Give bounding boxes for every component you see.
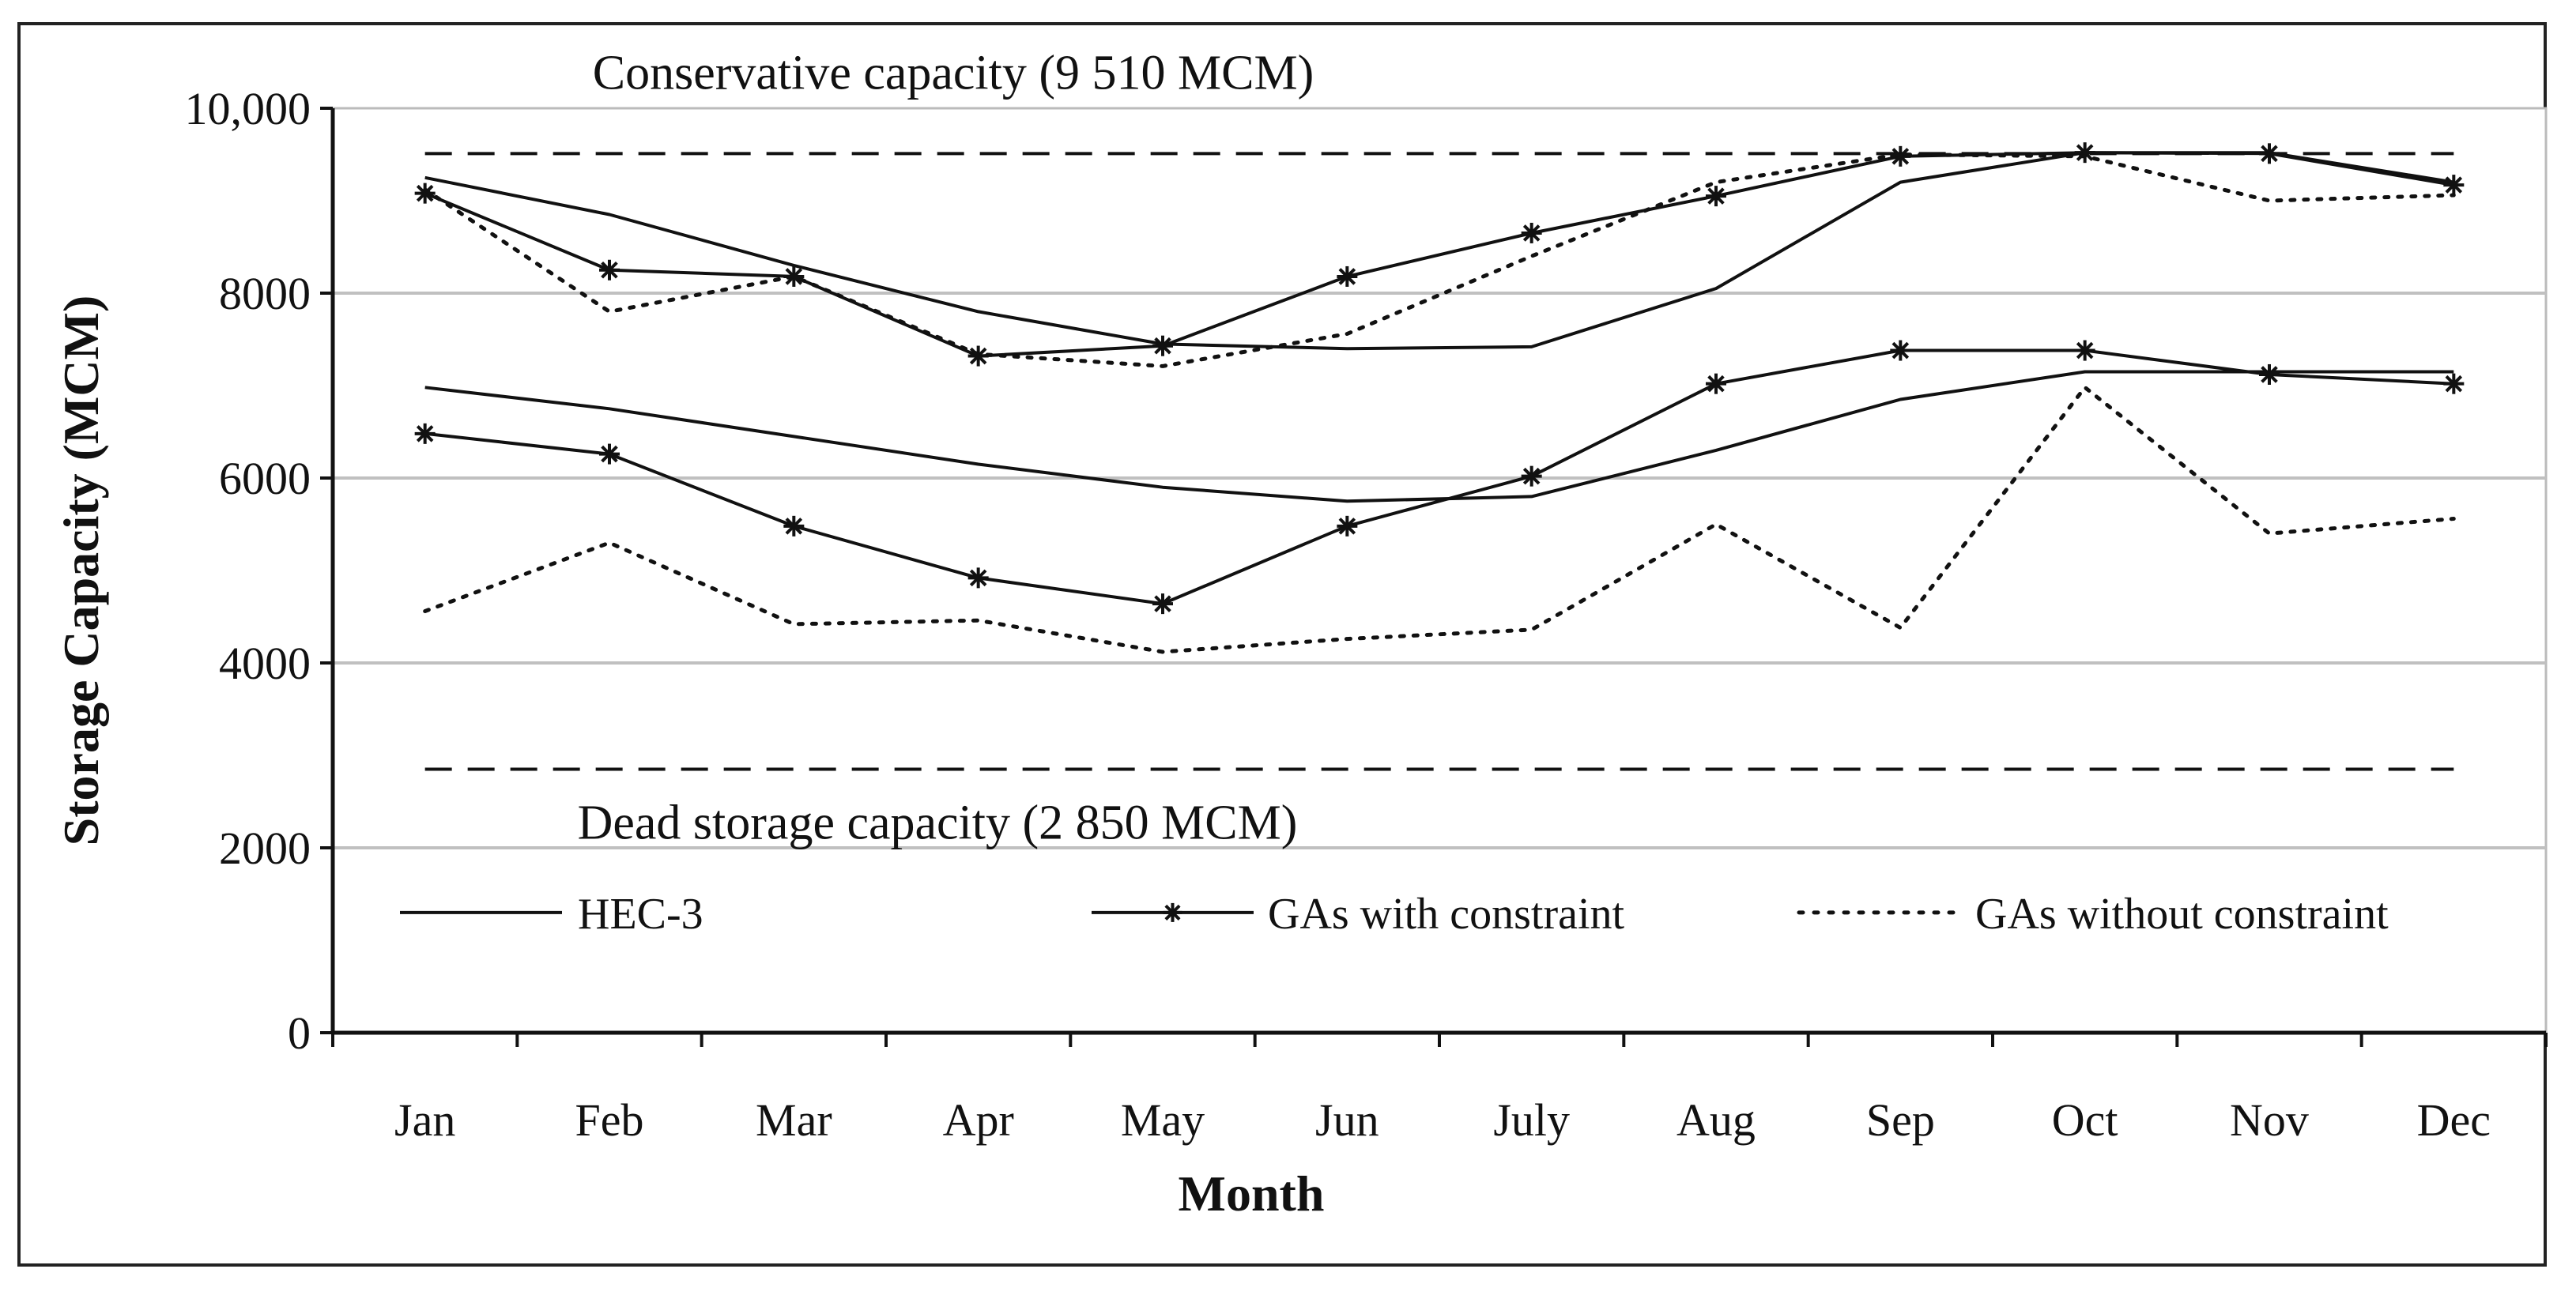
y-tick-label: 10,000 bbox=[185, 83, 311, 134]
series-line-gas-without-constraint bbox=[423, 385, 2456, 654]
star-marker bbox=[1521, 465, 1542, 487]
series-line-hec-3 bbox=[424, 370, 2454, 503]
star-marker bbox=[599, 259, 620, 281]
star-marker bbox=[2074, 340, 2095, 361]
star-marker bbox=[967, 567, 989, 589]
star-marker bbox=[967, 345, 989, 367]
star-marker bbox=[2443, 175, 2465, 196]
series-line-gas-with-constraint bbox=[424, 151, 2454, 358]
legend-label: GAs with constraint bbox=[1268, 890, 1625, 939]
star-marker bbox=[1152, 593, 1173, 615]
star-marker bbox=[2259, 143, 2280, 164]
reference-line-label: Conservative capacity (9 510 MCM) bbox=[593, 46, 1314, 100]
star-marker bbox=[783, 515, 805, 537]
star-marker bbox=[414, 183, 436, 204]
series-group bbox=[414, 142, 2465, 654]
x-tick-label: July bbox=[1493, 1094, 1570, 1146]
chart-frame: Conservative capacity (9 510 MCM) Dead st… bbox=[17, 22, 2548, 1267]
star-marker bbox=[2074, 142, 2095, 164]
y-axis-title: Storage Capacity (MCM) bbox=[53, 296, 109, 846]
x-tick-label: Apr bbox=[943, 1094, 1014, 1146]
y-tick-label: 0 bbox=[288, 1007, 311, 1059]
star-marker bbox=[599, 443, 620, 465]
plot-area bbox=[331, 107, 2548, 1034]
x-tick-label: Mar bbox=[756, 1094, 832, 1146]
star-marker bbox=[1337, 265, 1358, 287]
x-tick-label: Sep bbox=[1866, 1094, 1935, 1146]
star-marker bbox=[2443, 373, 2465, 394]
star-marker bbox=[1890, 340, 1911, 361]
legend: HEC-3 GAs with constraint GAs without cons… bbox=[400, 890, 2389, 939]
y-tick-label: 8000 bbox=[219, 268, 311, 319]
star-marker bbox=[2259, 363, 2280, 385]
x-tick-label: Jan bbox=[394, 1094, 455, 1146]
grid-lines bbox=[333, 292, 2546, 849]
x-tick-label: Oct bbox=[2052, 1094, 2118, 1146]
y-tick-label: 2000 bbox=[219, 823, 311, 874]
star-marker bbox=[414, 423, 436, 444]
x-tick-label: Aug bbox=[1676, 1094, 1756, 1146]
y-tick-label: 6000 bbox=[219, 453, 311, 504]
x-tick-label: Feb bbox=[575, 1094, 644, 1146]
legend-label: GAs without constraint bbox=[1975, 890, 2389, 939]
x-tick-label: Nov bbox=[2230, 1094, 2309, 1146]
x-tick-label: May bbox=[1121, 1094, 1205, 1146]
star-marker bbox=[1152, 335, 1173, 356]
star-marker bbox=[1706, 186, 1726, 207]
star-marker bbox=[1163, 902, 1182, 922]
x-tick-label: Jun bbox=[1315, 1094, 1379, 1146]
reference-line-label: Dead storage capacity (2 850 MCM) bbox=[578, 796, 1298, 850]
star-marker bbox=[1890, 145, 1911, 167]
x-axis-title: Month bbox=[1179, 1165, 1325, 1222]
legend-label: HEC-3 bbox=[578, 890, 703, 939]
star-marker bbox=[1521, 222, 1542, 243]
series-line-gas-without-constraint bbox=[423, 152, 2456, 368]
axes: 0 2000 4000 6000 8000 10,000 Jan Feb Mar Apr May Ju… bbox=[185, 83, 2548, 1146]
star-marker bbox=[1337, 515, 1358, 537]
series-line-gas-with-constraint bbox=[424, 348, 2454, 606]
y-tick-label: 4000 bbox=[219, 638, 311, 689]
x-tick-label: Dec bbox=[2417, 1094, 2491, 1146]
storage-capacity-chart: Conservative capacity (9 510 MCM) Dead st… bbox=[53, 46, 2548, 1222]
star-marker bbox=[1706, 373, 1726, 394]
